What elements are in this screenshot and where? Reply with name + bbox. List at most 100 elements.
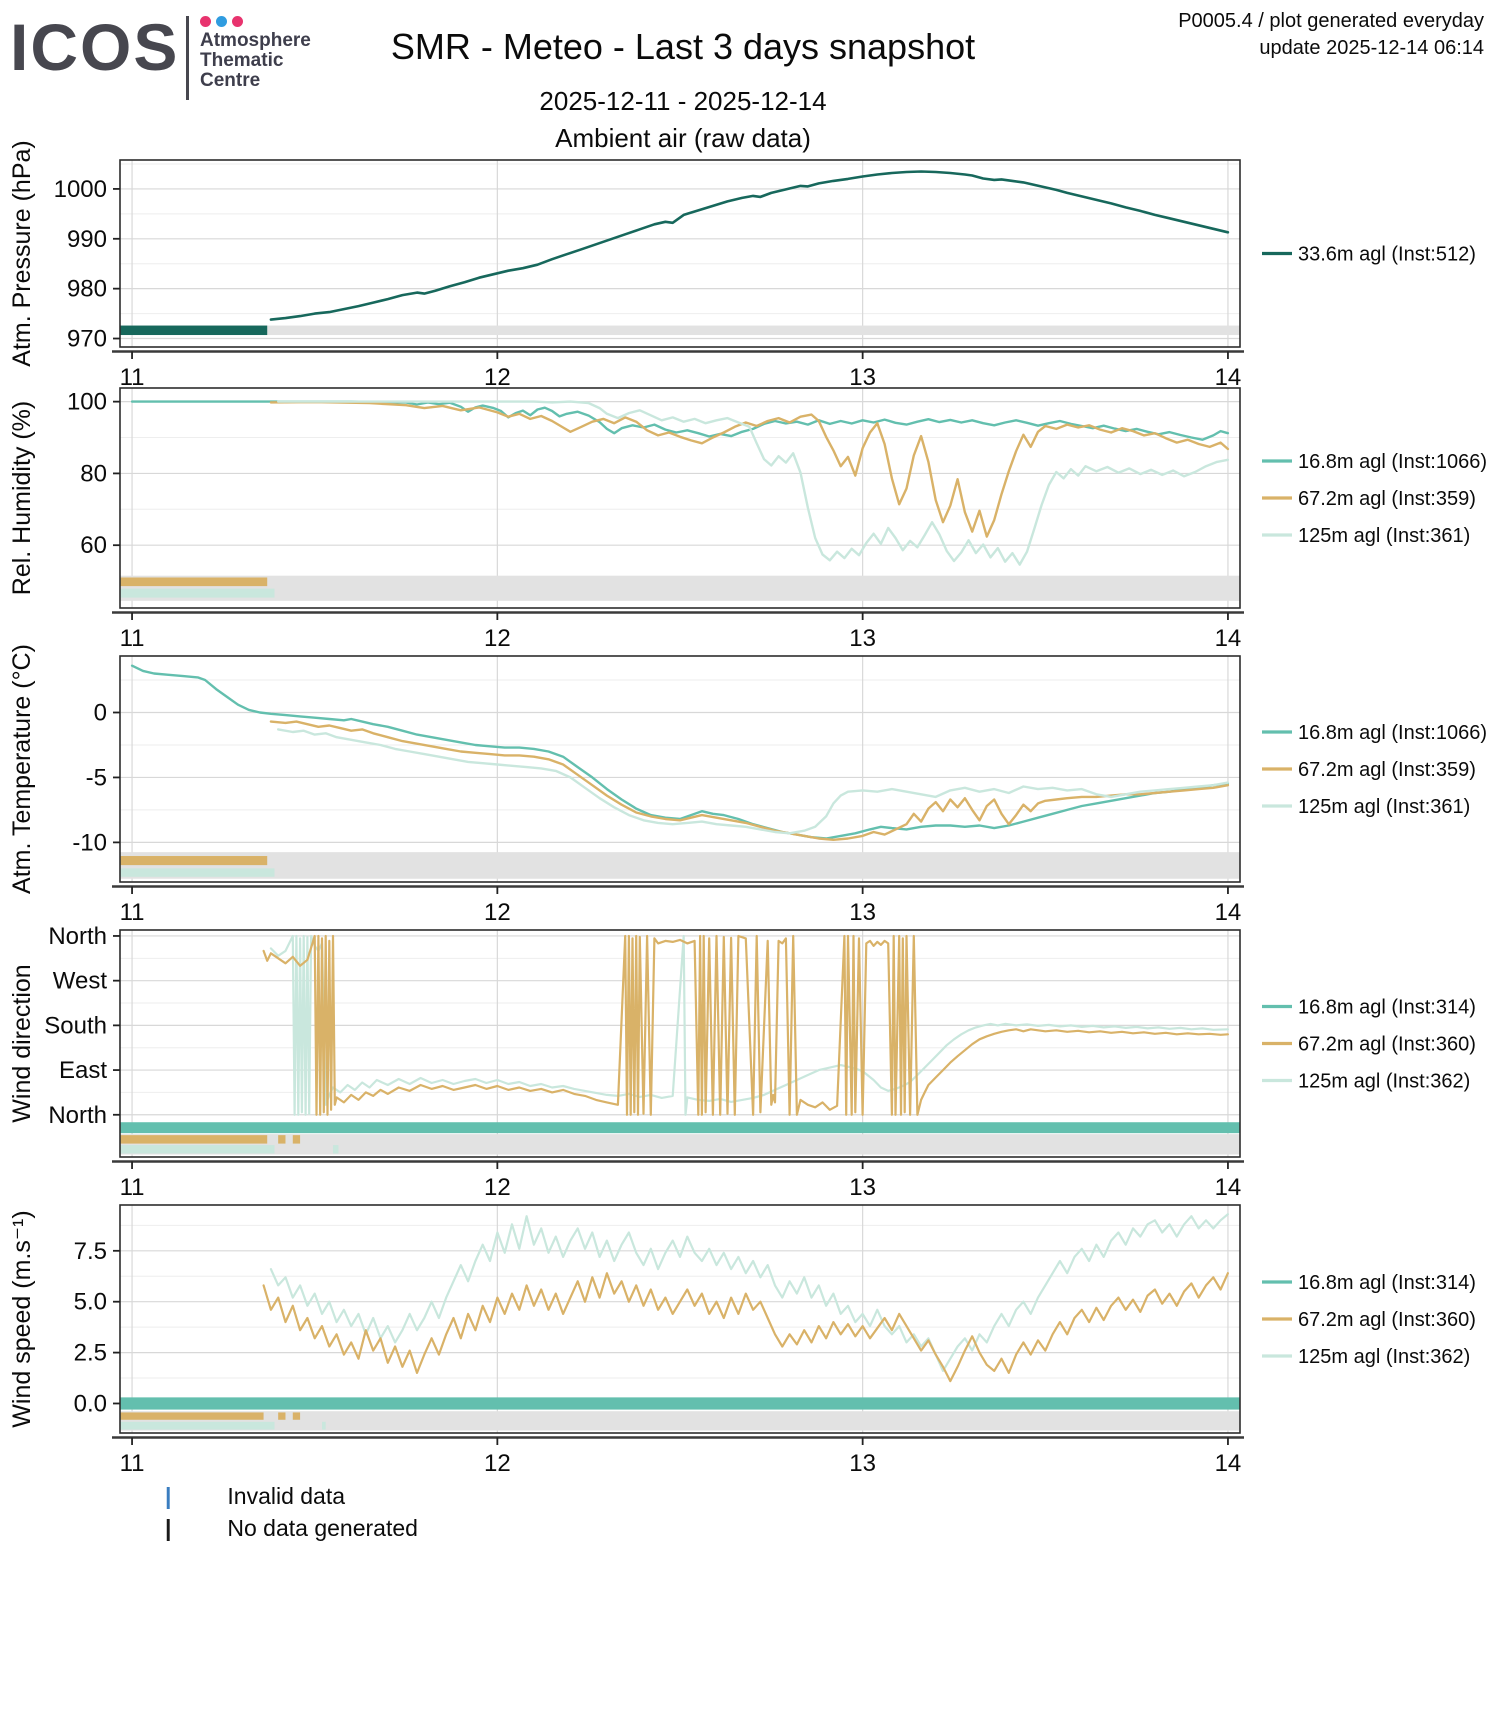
no-data-marker: | (165, 1515, 172, 1541)
series-wind_speed (262, 1272, 1230, 1383)
y-axis-title-wind_direction: Wind direction (8, 964, 36, 1122)
y-axis-title-pressure: Atm. Pressure (hPa) (8, 140, 36, 366)
legend-label: 16.8m agl (Inst:1066) (1298, 451, 1487, 473)
legend-label: 16.8m agl (Inst:1066) (1298, 722, 1487, 744)
y-tick-label: 80 (80, 460, 107, 487)
nodata-band (322, 1421, 326, 1430)
y-tick-label: 7.5 (74, 1238, 107, 1265)
legend-label: 125m agl (Inst:361) (1298, 525, 1470, 547)
y-axis-title-temperature: Atm. Temperature (°C) (8, 644, 36, 894)
chart-wind_direction: 11 12 13 14 North East South West North Wind dire… (8, 923, 1476, 1201)
x-tick-label: 12 (484, 1174, 511, 1201)
y-tick-label: 970 (67, 326, 107, 353)
panel-border (119, 387, 1241, 609)
series-temperature (130, 664, 1230, 840)
x-tick-label: 13 (849, 899, 876, 926)
legend-label: 67.2m agl (Inst:359) (1298, 488, 1476, 510)
y-tick-label: 2.5 (74, 1340, 107, 1367)
nodata-band (120, 856, 268, 866)
x-tick-label: 13 (849, 1174, 876, 1201)
logo-divider (186, 16, 189, 100)
nodata-band (120, 588, 275, 598)
y-tick-label: 0 (94, 700, 107, 727)
plot-info: P0005.4 / plot generated everyday update… (1004, 8, 1484, 62)
legend-label: 16.8m agl (Inst:314) (1298, 997, 1476, 1019)
invalid-data-marker: | (165, 1483, 172, 1509)
x-tick-label: 11 (120, 1450, 145, 1477)
series-temperature (269, 720, 1230, 841)
date-range: 2025-12-11 - 2025-12-14 (539, 86, 827, 116)
series-temperature (277, 728, 1230, 835)
panel-temperature (120, 656, 1240, 882)
panel-border (119, 929, 1241, 1158)
logo-unit-block: Atmosphere Thematic Centre (200, 16, 311, 91)
no-data-label: No data generated (227, 1515, 418, 1541)
series-wind_speed (269, 1213, 1230, 1373)
chart-wind_speed: 11 12 13 14 0.0 2.5 5.0 7.5 Wind speed (m.s⁻¹) 16… (8, 1204, 1476, 1477)
chart-humidity: 11 12 13 14 60 80 100 Rel. Humidity (%) 16.8m ag… (8, 387, 1487, 652)
x-tick-label: 14 (1215, 899, 1242, 926)
x-tick-label: 14 (1215, 625, 1242, 652)
nodata-band (120, 1134, 1240, 1155)
footer-legend-nodata: | No data generated (165, 1515, 418, 1542)
subtitle-ambient-air: Ambient air (raw data) (555, 123, 811, 153)
logo-dot-pink-1 (200, 16, 211, 27)
panel-border (119, 1204, 1241, 1434)
x-tick-label: 12 (484, 364, 511, 391)
x-tick-label: 14 (1215, 1174, 1242, 1201)
nodata-band (120, 577, 268, 587)
logo-dot-blue (216, 16, 227, 27)
nodata-band (120, 325, 1240, 336)
series-humidity (277, 400, 1230, 566)
plot-info-line-1: P0005.4 / plot generated everyday (1178, 10, 1484, 32)
x-tick-label: 11 (120, 625, 145, 652)
y-tick-label: West (53, 968, 108, 995)
y-axis-title-humidity: Rel. Humidity (%) (8, 401, 36, 595)
invalid-data-label: Invalid data (227, 1483, 346, 1509)
logo-dots (200, 16, 311, 27)
x-tick-label: 13 (849, 625, 876, 652)
x-tick-label: 13 (849, 364, 876, 391)
y-tick-label: 100 (67, 389, 107, 416)
y-tick-label: East (59, 1057, 107, 1084)
nodata-band (120, 325, 268, 336)
y-tick-label: -5 (86, 764, 107, 791)
y-tick-label: 990 (67, 226, 107, 253)
legend-label: 67.2m agl (Inst:360) (1298, 1034, 1476, 1056)
chart-pressure: 11 12 13 14 970 980 990 1000 Atm. Pressure (hPa)… (8, 140, 1476, 391)
panel-border (119, 655, 1241, 883)
plot-info-line-2: update 2025-12-14 06:14 (1259, 37, 1484, 59)
nodata-band (120, 1421, 275, 1430)
y-tick-label: 60 (80, 532, 107, 559)
y-tick-label: 980 (67, 276, 107, 303)
panel-humidity (120, 388, 1240, 608)
legend-label: 67.2m agl (Inst:360) (1298, 1309, 1476, 1331)
legend-label: 67.2m agl (Inst:359) (1298, 759, 1476, 781)
nodata-band (120, 1145, 275, 1154)
x-tick-label: 14 (1215, 1450, 1242, 1477)
series-pressure (269, 170, 1230, 321)
nodata-band (120, 868, 275, 877)
legend-label: 16.8m agl (Inst:314) (1298, 1272, 1476, 1294)
nodata-band (120, 1412, 264, 1420)
legend-label: 125m agl (Inst:362) (1298, 1346, 1470, 1368)
nodata-band (278, 1135, 286, 1144)
nodata-band (120, 1397, 1240, 1410)
x-tick-label: 11 (120, 899, 145, 926)
logo-unit-line-2: Thematic (200, 50, 284, 71)
y-tick-label: 0.0 (74, 1390, 107, 1417)
x-tick-label: 12 (484, 899, 511, 926)
x-tick-label: 12 (484, 1450, 511, 1477)
nodata-band (292, 1412, 301, 1420)
nodata-band (120, 1411, 1240, 1431)
y-tick-label: -10 (72, 829, 107, 856)
legend-label: 125m agl (Inst:362) (1298, 1071, 1470, 1093)
x-tick-label: 11 (120, 1174, 145, 1201)
icos-logo-text: ICOS (10, 10, 180, 84)
x-tick-label: 11 (120, 364, 145, 391)
logo-dot-pink-2 (232, 16, 243, 27)
nodata-band (332, 1145, 339, 1154)
series-humidity (269, 400, 1230, 538)
